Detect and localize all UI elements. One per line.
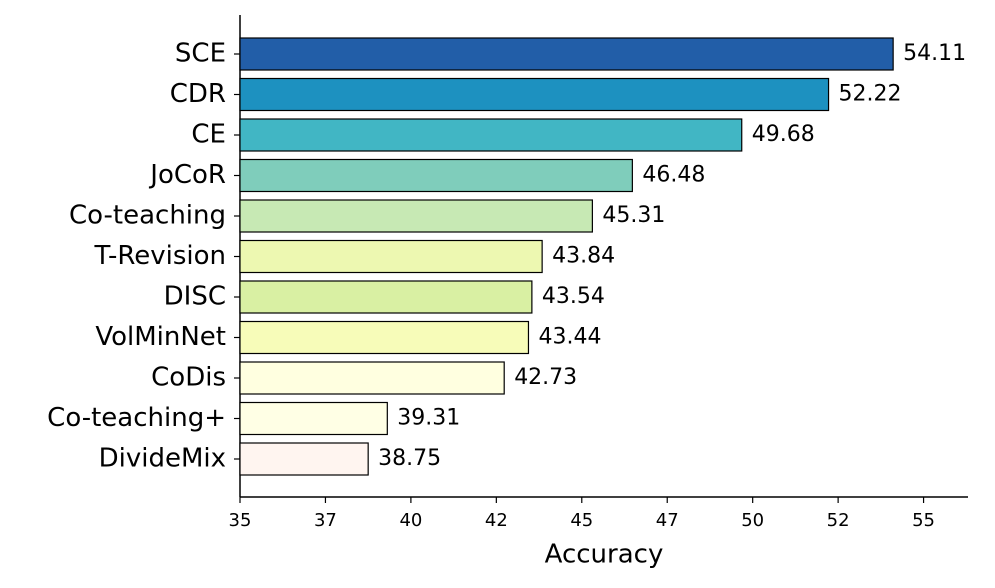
y-tick-label: Co-teaching+ bbox=[47, 403, 226, 433]
value-label: 49.68 bbox=[752, 122, 815, 147]
y-tick-label: VolMinNet bbox=[95, 322, 226, 352]
x-tick-label: 37 bbox=[314, 510, 337, 531]
x-tick-label: 55 bbox=[912, 510, 935, 531]
x-axis-label: Accuracy bbox=[545, 540, 664, 570]
x-tick-label: 35 bbox=[229, 510, 252, 531]
bar bbox=[239, 401, 388, 436]
value-label: 43.84 bbox=[552, 244, 615, 269]
value-label: 46.48 bbox=[642, 163, 705, 188]
value-label: 45.31 bbox=[602, 203, 665, 228]
value-label: 43.44 bbox=[538, 325, 601, 350]
bar bbox=[239, 199, 593, 233]
bar bbox=[239, 118, 743, 152]
y-tick-label: CE bbox=[191, 120, 226, 150]
bar bbox=[239, 280, 533, 314]
value-label: 42.73 bbox=[514, 365, 577, 390]
x-tick-label: 40 bbox=[399, 510, 422, 531]
y-tick-label: CDR bbox=[170, 79, 226, 109]
y-tick-label: DivideMix bbox=[99, 444, 226, 474]
value-label: 52.22 bbox=[839, 82, 902, 107]
bar bbox=[239, 442, 369, 476]
y-tick-label: Co-teaching bbox=[69, 201, 226, 231]
x-tick-label: 42 bbox=[485, 510, 508, 531]
bar bbox=[239, 361, 505, 395]
x-tick-label: 50 bbox=[741, 510, 764, 531]
y-tick-label: SCE bbox=[175, 39, 226, 69]
bar bbox=[239, 239, 543, 274]
y-tick-label: CoDis bbox=[151, 363, 226, 393]
value-label: 54.11 bbox=[903, 41, 966, 66]
bar bbox=[239, 37, 894, 71]
value-label: 43.54 bbox=[542, 284, 605, 309]
x-tick-label: 47 bbox=[656, 510, 679, 531]
value-label: 38.75 bbox=[378, 446, 441, 471]
y-tick-label: T-Revision bbox=[93, 241, 226, 271]
y-tick-label: DISC bbox=[164, 282, 226, 312]
value-label: 39.31 bbox=[397, 406, 460, 431]
x-tick-label: 52 bbox=[827, 510, 850, 531]
bar bbox=[239, 77, 830, 112]
bar bbox=[239, 158, 633, 193]
y-tick-label: JoCoR bbox=[148, 160, 226, 190]
x-tick-label: 45 bbox=[570, 510, 593, 531]
bar bbox=[239, 320, 530, 355]
